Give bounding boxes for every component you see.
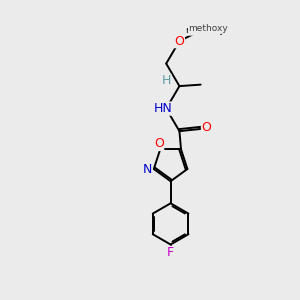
Text: F: F	[167, 246, 174, 259]
Text: O: O	[154, 137, 164, 151]
Text: O: O	[175, 34, 184, 48]
Text: N: N	[142, 163, 152, 176]
Text: methoxy: methoxy	[185, 26, 225, 35]
Text: methoxy: methoxy	[188, 24, 228, 33]
Text: O: O	[175, 34, 184, 48]
Text: H: H	[161, 74, 171, 87]
Text: HN: HN	[153, 102, 172, 115]
Text: O: O	[201, 121, 211, 134]
